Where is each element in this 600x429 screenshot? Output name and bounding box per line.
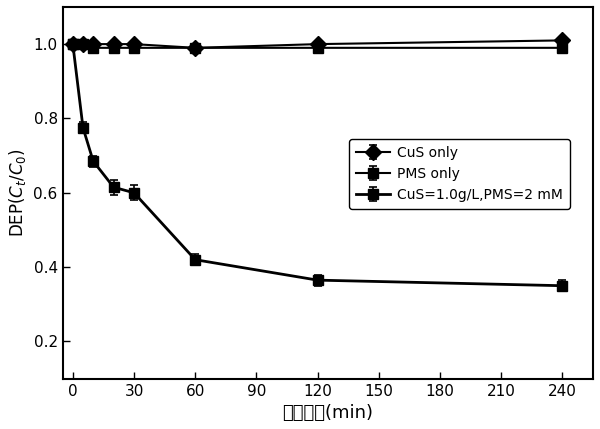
X-axis label: 反应时间(min): 反应时间(min): [283, 404, 373, 422]
Y-axis label: DEP($C_t$/$C_0$): DEP($C_t$/$C_0$): [7, 148, 28, 237]
Legend: CuS only, PMS only, CuS=1.0g/L,PMS=2 mM: CuS only, PMS only, CuS=1.0g/L,PMS=2 mM: [349, 139, 570, 209]
